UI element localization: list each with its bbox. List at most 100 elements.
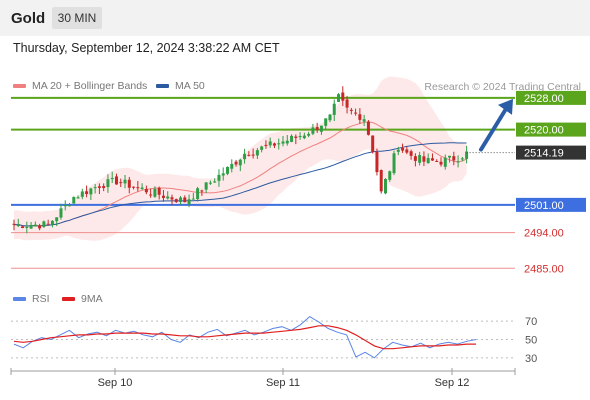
candle-body bbox=[217, 174, 221, 181]
candle-body bbox=[93, 187, 97, 189]
rsi-swatch bbox=[13, 297, 26, 302]
candle-body bbox=[213, 181, 217, 183]
level-tag-2520.00 bbox=[516, 122, 586, 137]
candle-body bbox=[187, 199, 191, 205]
candle-body bbox=[405, 149, 409, 153]
candle-body bbox=[166, 196, 170, 199]
candle-body bbox=[465, 151, 469, 159]
candle-body bbox=[110, 177, 114, 180]
chart-credit: Research © 2024 Trading Central bbox=[424, 81, 581, 93]
candle-body bbox=[281, 141, 285, 144]
asset-title: Gold bbox=[11, 10, 46, 27]
candle-body bbox=[157, 187, 161, 195]
candle-body bbox=[264, 144, 268, 146]
x-tick-label: Sep 11 bbox=[266, 377, 300, 389]
level-tag-2528.00 bbox=[516, 90, 586, 105]
candle-body bbox=[379, 170, 383, 192]
candle-body bbox=[140, 187, 144, 189]
candle-body bbox=[396, 149, 400, 152]
candle-body bbox=[42, 221, 46, 227]
candle-body bbox=[260, 146, 264, 150]
candle-body bbox=[452, 156, 456, 161]
candle-body bbox=[319, 125, 323, 132]
candle-body bbox=[204, 182, 208, 190]
candle-body bbox=[460, 158, 464, 160]
candle-body bbox=[409, 151, 413, 156]
level-label-2501.00: 2501.00 bbox=[524, 200, 564, 212]
candle-body bbox=[80, 191, 84, 197]
level-label-2528.00: 2528.00 bbox=[524, 93, 564, 105]
candle-body bbox=[277, 143, 281, 145]
rsi-line bbox=[13, 315, 477, 359]
candle-body bbox=[375, 151, 379, 173]
ma20-swatch bbox=[13, 84, 26, 89]
candle-body bbox=[12, 223, 16, 225]
candle-body bbox=[21, 226, 25, 229]
rsi-tick-50: 50 bbox=[525, 335, 537, 347]
candle-body bbox=[383, 179, 387, 194]
candle-body bbox=[85, 191, 89, 194]
rsi-tick-30: 30 bbox=[525, 353, 537, 365]
candle-body bbox=[358, 114, 362, 120]
candle-body bbox=[315, 127, 319, 130]
candle-body bbox=[332, 103, 336, 115]
candle-body bbox=[119, 182, 123, 184]
candle-body bbox=[72, 196, 76, 204]
candle-body bbox=[46, 223, 50, 225]
candle-body bbox=[123, 179, 127, 184]
candle-body bbox=[16, 224, 20, 227]
candle-body bbox=[208, 182, 212, 184]
candle-body bbox=[426, 158, 430, 164]
legend-ma50: MA 50 bbox=[156, 80, 205, 92]
candle-body bbox=[243, 153, 247, 160]
candle-body bbox=[174, 199, 178, 202]
candle-body bbox=[68, 205, 72, 207]
candle-body bbox=[127, 179, 131, 188]
candle-body bbox=[413, 156, 417, 161]
candle-body bbox=[144, 188, 148, 193]
legend-9ma: 9MA bbox=[62, 293, 103, 305]
candle-body bbox=[362, 119, 366, 122]
candle-body bbox=[76, 197, 80, 199]
ma50-swatch bbox=[156, 84, 169, 89]
candle-body bbox=[285, 140, 289, 144]
candle-body bbox=[200, 190, 204, 192]
candle-body bbox=[226, 166, 229, 174]
candle-body bbox=[191, 198, 195, 200]
ma50-legend-label: MA 50 bbox=[175, 80, 205, 92]
candle-body bbox=[448, 155, 452, 158]
candle-body bbox=[366, 121, 370, 135]
candle-body bbox=[196, 188, 200, 200]
candle-body bbox=[268, 141, 272, 146]
rsi-ma-line bbox=[13, 325, 476, 350]
level-label-2494.00: 2494.00 bbox=[524, 228, 564, 240]
candle-body bbox=[89, 188, 93, 195]
rsi-tick-70: 70 bbox=[525, 316, 537, 328]
candle-body bbox=[183, 197, 187, 203]
timeframe-button[interactable]: 30 MIN bbox=[52, 7, 102, 29]
candle-body bbox=[307, 133, 311, 136]
ma20-legend-label: MA 20 + Bollinger Bands bbox=[32, 80, 148, 92]
candle-body bbox=[251, 154, 255, 156]
current-price-label: 2514.19 bbox=[524, 148, 564, 160]
candle-body bbox=[345, 99, 349, 108]
candle-body bbox=[392, 153, 396, 174]
candle-body bbox=[55, 217, 59, 222]
candle-body bbox=[97, 186, 101, 188]
candle-body bbox=[418, 155, 422, 163]
candle-body bbox=[136, 187, 140, 189]
candle-body bbox=[349, 109, 353, 111]
candle-body bbox=[38, 225, 42, 229]
ma50-line bbox=[13, 142, 467, 227]
candle-body bbox=[430, 158, 434, 161]
9ma-legend-label: 9MA bbox=[81, 293, 103, 305]
x-tick-label: Sep 12 bbox=[435, 377, 470, 389]
legend-ma20: MA 20 + Bollinger Bands bbox=[13, 80, 147, 92]
candle-body bbox=[33, 224, 37, 227]
level-label-2485.00: 2485.00 bbox=[524, 263, 564, 275]
candle-body bbox=[422, 156, 426, 162]
candle-body bbox=[132, 186, 136, 188]
candle-body bbox=[234, 161, 238, 165]
candle-body bbox=[311, 127, 315, 134]
